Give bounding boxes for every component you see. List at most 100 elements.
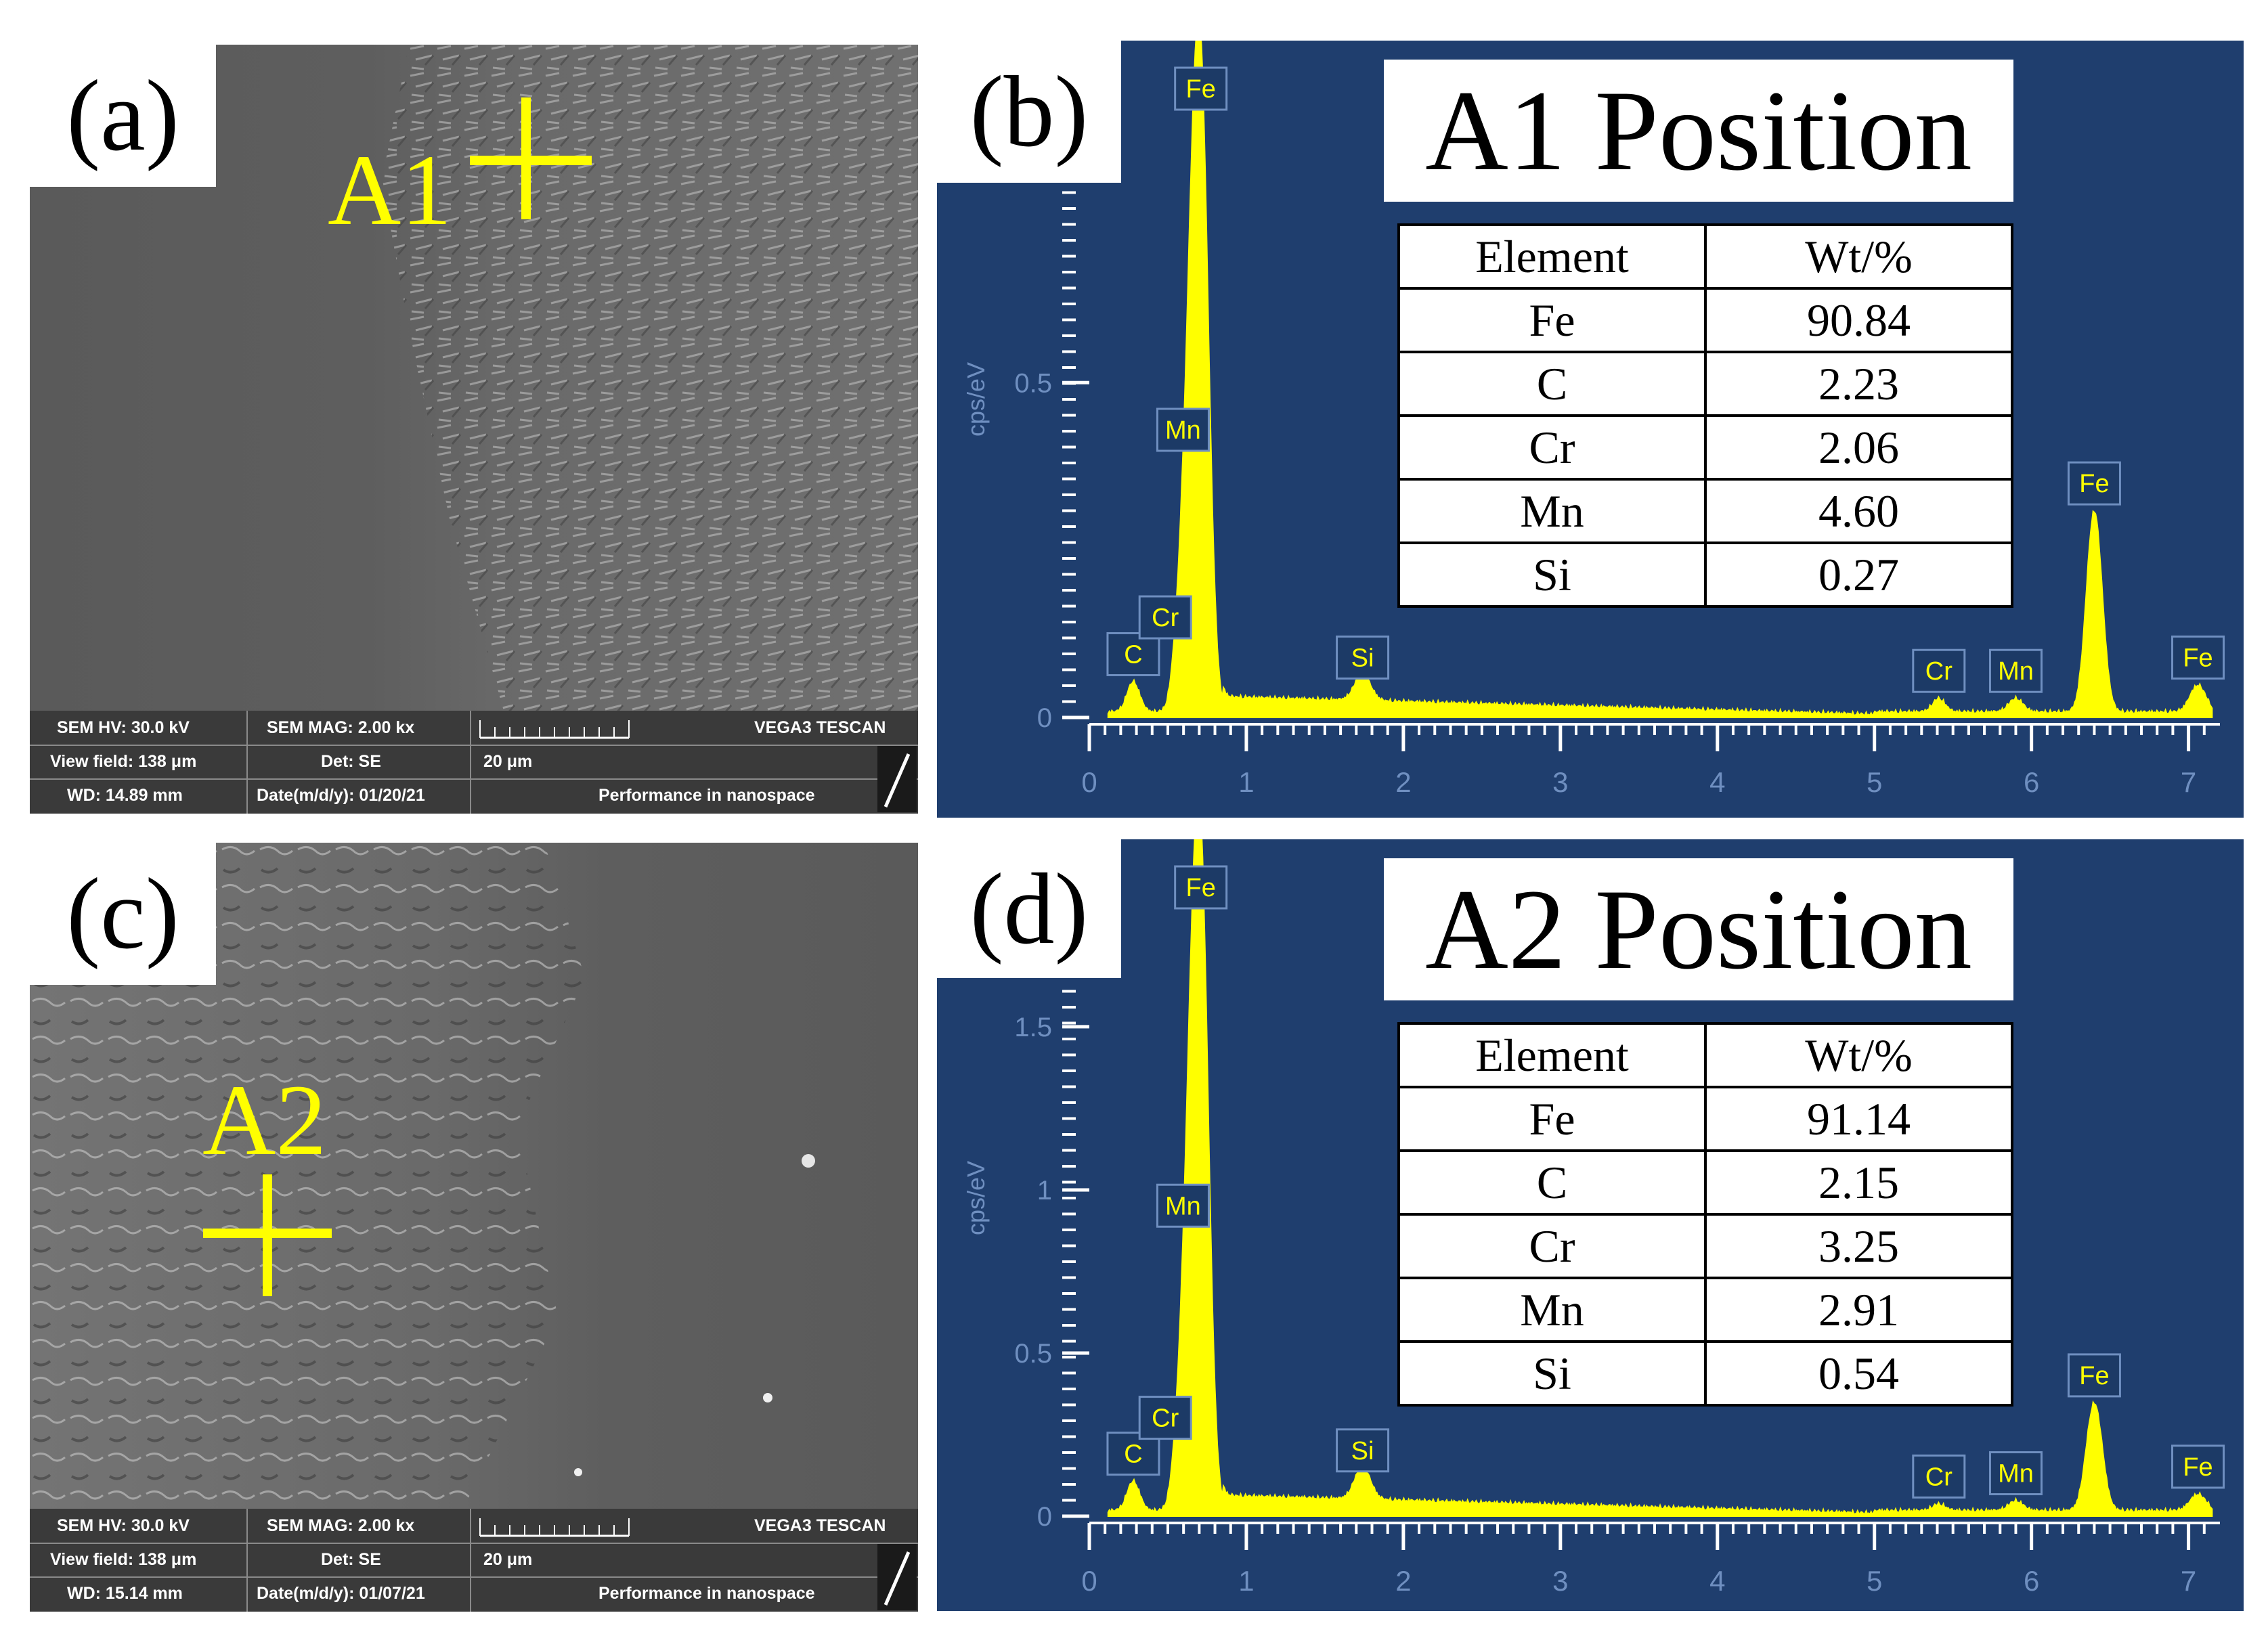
svg-text:Cr: Cr: [1152, 1405, 1179, 1433]
sem-wd: WD: 15.14 mm: [67, 1583, 183, 1603]
panel-label-d: (d): [937, 839, 1121, 978]
svg-text:Mn: Mn: [1998, 657, 2034, 686]
panel-label-b: (b): [937, 41, 1121, 183]
table-cell-element: Fe: [1397, 287, 1707, 353]
svg-text:C: C: [1124, 640, 1142, 669]
sem-scale-value: 20 μm: [483, 751, 533, 771]
peak-label: Fe: [2067, 461, 2121, 506]
x-tick-label: 1: [1238, 1565, 1254, 1597]
sem-hv: SEM HV: 30.0 kV: [57, 1516, 190, 1535]
composition-table-b: Element Wt/% Fe 90.84 C 2.23 Cr 2.06 Mn 4.60…: [1397, 223, 2013, 608]
peak-label: Cr: [1912, 648, 1966, 693]
table-row: Mn 2.91: [1397, 1277, 2013, 1343]
peak-label: Fe: [1174, 66, 1228, 111]
svg-text:Mn: Mn: [1165, 1192, 1201, 1220]
y-tick-label: 1.5: [1014, 1013, 1052, 1042]
x-tick-label: 5: [1867, 766, 1882, 798]
table-row: C 2.15: [1397, 1149, 2013, 1216]
svg-text:Mn: Mn: [1165, 416, 1201, 445]
table-cell-wt: 0.27: [1704, 541, 2013, 608]
table-header-element: Element: [1397, 223, 1707, 290]
y-tick-label: 0: [1037, 1502, 1052, 1532]
y-axis-label: cps/eV: [962, 1161, 990, 1235]
sem-brand: VEGA3 TESCAN: [754, 717, 886, 737]
sem-mag: SEM MAG: 2.00 kx: [267, 1516, 415, 1535]
sem-detector: Det: SE: [321, 751, 381, 771]
peak-label: Mn: [1156, 407, 1210, 452]
panel-label-c: (c): [30, 843, 216, 985]
sem-info-bar-a: SEM HV: 30.0 kV SEM MAG: 2.00 kx VEGA3 T…: [30, 711, 918, 814]
peak-label: Fe: [1174, 865, 1228, 910]
spectrum-series: [1107, 839, 2213, 1517]
table-row: Fe 90.84: [1397, 287, 2013, 353]
y-tick-label: 0: [1037, 703, 1052, 733]
eds-spectrum-b: 0 1 2 3 4 5 6 7 0 0.5 cps/eV C Cr Mn Fe Si Cr Mn Fe Fe (b) …: [937, 41, 2244, 818]
x-tick-label: 2: [1395, 766, 1411, 798]
table-cell-wt: 2.23: [1704, 351, 2013, 417]
crosshair-a1: [463, 97, 598, 233]
x-tick-label: 2: [1395, 1565, 1411, 1597]
table-cell-wt: 4.60: [1704, 478, 2013, 544]
table-header-element: Element: [1397, 1022, 1707, 1088]
svg-text:Fe: Fe: [2079, 1362, 2109, 1390]
x-tick-label: 6: [2024, 1565, 2039, 1597]
sem-hv: SEM HV: 30.0 kV: [57, 717, 190, 737]
peak-label: Mn: [1156, 1183, 1210, 1228]
table-cell-element: C: [1397, 351, 1707, 417]
y-tick-label: 0.5: [1014, 368, 1052, 398]
peak-label: Mn: [1988, 1451, 2043, 1496]
peak-label: Fe: [2171, 1444, 2225, 1489]
table-cell-element: Fe: [1397, 1086, 1707, 1152]
table-cell-wt: 2.91: [1704, 1277, 2013, 1343]
x-tick-label: 0: [1081, 766, 1097, 798]
svg-text:Fe: Fe: [1186, 75, 1216, 104]
table-cell-element: C: [1397, 1149, 1707, 1216]
spectrum-series: [1107, 41, 2213, 718]
x-tick-label: 7: [2181, 766, 2196, 798]
table-cell-wt: 90.84: [1704, 287, 2013, 353]
table-row: C 2.23: [1397, 351, 2013, 417]
peak-label: Fe: [2067, 1353, 2121, 1398]
peak-label: C: [1106, 632, 1160, 676]
x-tick-label: 6: [2024, 766, 2039, 798]
y-tick-label: 0.5: [1014, 1339, 1052, 1369]
table-row: Fe 91.14: [1397, 1086, 2013, 1152]
x-tick-label: 4: [1709, 766, 1725, 798]
sem-view-field: View field: 138 μm: [50, 1549, 197, 1569]
eds-spectrum-d: 0 1 2 3 4 5 6 7 0 0.5 1 1.5 cps/eV C Cr Mn Fe Si Cr Mn Fe Fe …: [937, 839, 2244, 1611]
svg-text:Si: Si: [1351, 1437, 1374, 1465]
marker-label-a1: A1: [328, 134, 452, 246]
peak-label: Si: [1336, 635, 1390, 680]
sem-view-field: View field: 138 μm: [50, 751, 197, 771]
table-row: Mn 4.60: [1397, 478, 2013, 544]
sem-info-bar-c: SEM HV: 30.0 kV SEM MAG: 2.00 kx VEGA3 T…: [30, 1509, 918, 1612]
scale-bar-icon: [479, 720, 630, 739]
tescan-logo-icon: [877, 1544, 917, 1610]
table-header-wt: Wt/%: [1704, 223, 2013, 290]
x-tick-label: 7: [2181, 1565, 2196, 1597]
svg-text:C: C: [1124, 1440, 1142, 1469]
table-row: Si 0.27: [1397, 541, 2013, 608]
peak-label: Cr: [1138, 595, 1192, 640]
y-axis-label: cps/eV: [962, 362, 990, 437]
peak-label: Cr: [1138, 1396, 1192, 1440]
table-cell-element: Mn: [1397, 1277, 1707, 1343]
peak-label: Si: [1336, 1428, 1390, 1473]
sem-tagline: Performance in nanospace: [598, 785, 815, 805]
svg-text:Fe: Fe: [2079, 470, 2109, 498]
table-cell-element: Si: [1397, 541, 1707, 608]
sem-wd: WD: 14.89 mm: [67, 785, 183, 805]
svg-text:Fe: Fe: [1186, 874, 1216, 902]
table-cell-wt: 2.15: [1704, 1149, 2013, 1216]
sem-scale-value: 20 μm: [483, 1549, 533, 1569]
x-tick-label: 3: [1552, 1565, 1568, 1597]
x-tick-label: 3: [1552, 766, 1568, 798]
peak-label: C: [1106, 1432, 1160, 1476]
table-row: Cr 3.25: [1397, 1213, 2013, 1279]
table-cell-element: Si: [1397, 1340, 1707, 1407]
sem-tagline: Performance in nanospace: [598, 1583, 815, 1603]
svg-text:Cr: Cr: [1925, 657, 1953, 686]
sem-mag: SEM MAG: 2.00 kx: [267, 717, 415, 737]
